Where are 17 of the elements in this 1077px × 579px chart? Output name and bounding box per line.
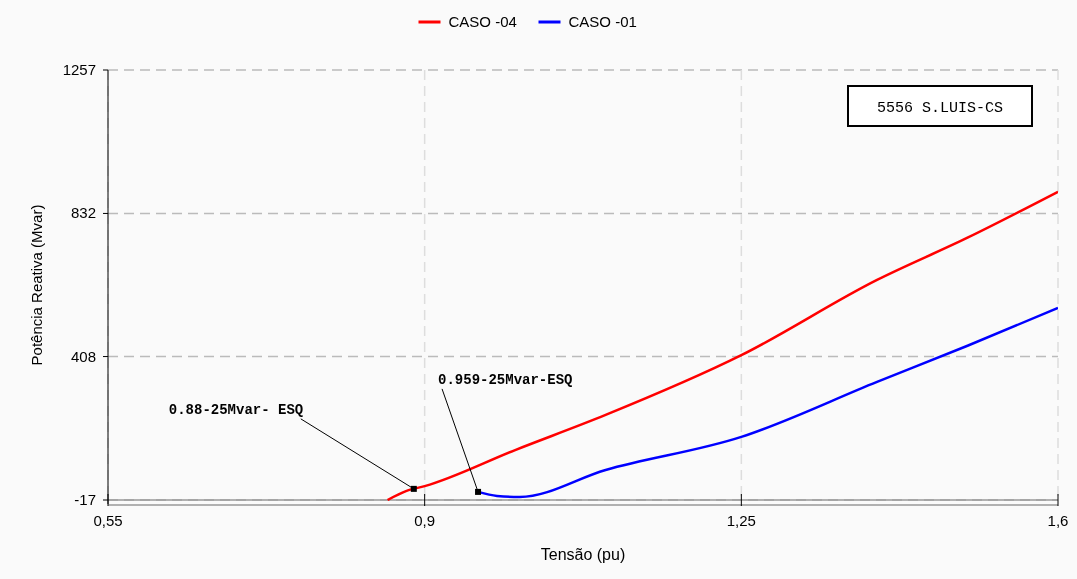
legend-label: CASO -01 (568, 13, 637, 30)
x-tick-label: 1,25 (726, 512, 756, 529)
annotation: 0.88-25Mvar- ESQ (168, 401, 304, 418)
label-box: 5556 S.LUIS-CS (847, 85, 1033, 127)
x-tick-label: 1,6 (1047, 512, 1069, 529)
y-tick-label: -17 (74, 491, 96, 508)
y-axis-title: Potência Reativa (Mvar) (28, 204, 45, 366)
x-tick-label: 0,9 (414, 512, 436, 529)
y-tick-label: 408 (70, 347, 96, 365)
y-tick-label: 1257 (62, 61, 96, 78)
legend-label: CASO -04 (448, 13, 517, 30)
annotation: 5556 S.LUIS-CS (876, 100, 1004, 117)
x-axis-title: Tensão (pu) (540, 546, 626, 563)
annotation: 0.959-25Mvar-ESQ (438, 371, 573, 388)
x-tick-label: 0,55 (93, 512, 123, 529)
y-tick-label: 832 (70, 204, 96, 222)
line-series (386, 190, 1058, 501)
